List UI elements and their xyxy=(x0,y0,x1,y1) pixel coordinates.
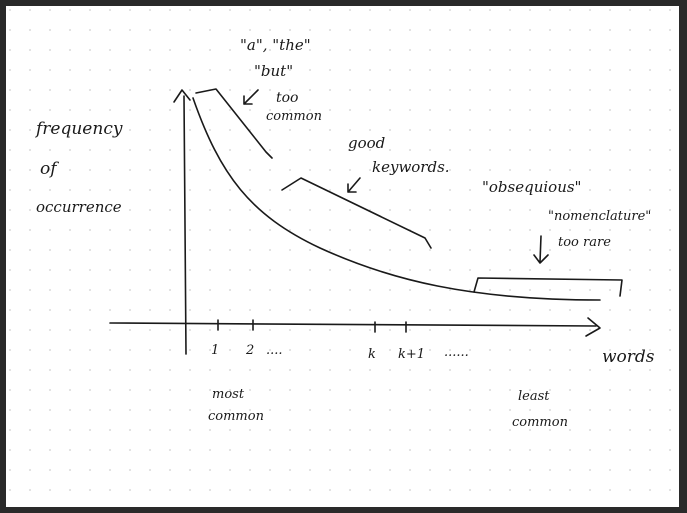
bracket-too-rare xyxy=(473,277,623,297)
most-common-line-2: common xyxy=(208,409,264,424)
y-axis-label-line-3: occurrence xyxy=(36,198,122,216)
y-axis xyxy=(183,95,187,355)
least-common-line-1: least xyxy=(518,389,550,404)
common-words-line-1: "a", "the" xyxy=(240,36,311,54)
arrow-too-common xyxy=(243,89,259,105)
x-axis-arrowhead xyxy=(585,317,601,337)
y-axis-label-line-2: of xyxy=(40,159,59,179)
too-common-line-2: common xyxy=(266,109,322,124)
y-axis-label-line-1: frequency xyxy=(34,119,123,139)
tick-label-k: k xyxy=(368,347,376,362)
dot-grid xyxy=(6,6,679,507)
tick-label-1: 1 xyxy=(211,343,219,358)
bracket-too-common xyxy=(195,88,273,159)
common-words-line-2: "but" xyxy=(254,62,293,80)
tick-label-k-plus-1: k+1 xyxy=(398,347,425,362)
y-axis-arrowhead xyxy=(173,89,191,103)
bracket-good-keywords xyxy=(281,177,432,249)
tick-label-dots-1: .... xyxy=(266,343,283,358)
too-common-line-1: too xyxy=(276,90,298,106)
x-axis xyxy=(109,322,597,327)
x-axis-label: words xyxy=(602,347,655,367)
tick-label-dots-2: ...... xyxy=(444,345,469,360)
good-keywords-line-2: keywords. xyxy=(372,158,450,176)
too-rare-label: too rare xyxy=(558,235,611,250)
arrow-too-rare xyxy=(533,235,549,264)
rare-words-line-1: "obsequious" xyxy=(482,178,581,196)
good-keywords-line-1: good xyxy=(348,134,385,152)
most-common-line-1: most xyxy=(212,387,245,402)
least-common-line-2: common xyxy=(512,415,568,430)
rare-words-line-2: "nomenclature" xyxy=(548,209,651,224)
arrow-good-keywords xyxy=(347,177,361,193)
tick-label-2: 2 xyxy=(245,343,254,358)
frequency-curve xyxy=(192,97,601,301)
